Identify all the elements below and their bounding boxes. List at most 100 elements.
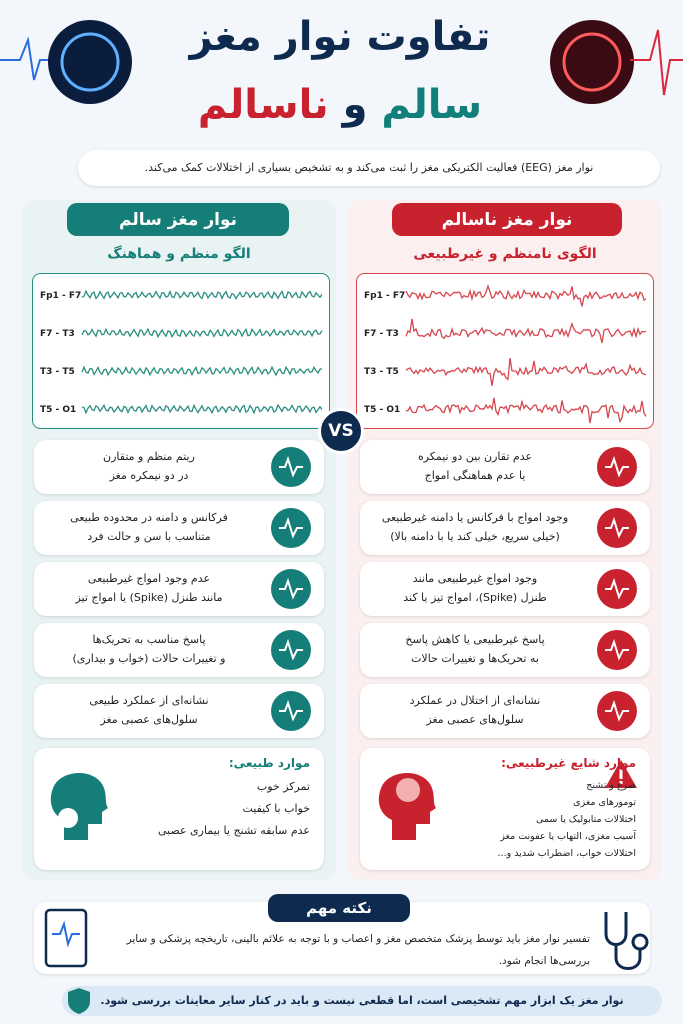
channel-label: T5 - O1 [364, 405, 400, 415]
intro: نوار مغز (EEG) فعالیت الکتریکی مغز را ثب… [78, 150, 660, 186]
icon-glyph [279, 577, 303, 600]
case-item: عدم سابقه تشنج یا بیماری عصبی [157, 824, 310, 837]
feature-card: پاسخ غیرطبیعی یا کاهش پاسخ به تحریک‌ها و … [360, 623, 650, 677]
healthy-eeg: Fp1 - F7 F7 - T3 T3 - T5 T5 - O1 [32, 273, 330, 429]
title-2: سالم و ناسالم [140, 82, 540, 128]
feature-text: عدم وجود امواج غیرطبیعی [87, 572, 211, 585]
case-item: خواب با کیفیت [242, 802, 310, 815]
vs-badge: VS [318, 408, 364, 454]
title-unhealthy: ناسالم [197, 82, 329, 128]
icon-glyph [279, 699, 303, 722]
unhealthy-title: نوار مغز ناسالم [392, 203, 622, 236]
case-item: اختلالات متابولیک یا سمی [535, 814, 636, 825]
channel-label: F7 - T3 [40, 329, 75, 339]
feature-text: نشانه‌ای از عملکرد طبیعی [89, 694, 209, 707]
feature-text: به تحریک‌ها و تغییرات حالات [411, 652, 539, 665]
feature-text: پاسخ مناسب به تحریک‌ها [92, 633, 206, 646]
feature-card: نشانه‌ای از اختلال در عملکرد سلول‌های عصب… [360, 684, 650, 738]
warning-icon [605, 760, 637, 788]
feature-card: عدم تقارن بین دو نیمکره یا عدم هماهنگی ام… [360, 440, 650, 494]
feature-card: فرکانس و دامنه در محدوده طبیعی متناسب با … [34, 501, 324, 555]
icon-glyph [605, 455, 629, 478]
case-item: اختلالات خواب، اضطراب شدید و... [497, 848, 636, 859]
feature-icon [597, 447, 637, 487]
unhealthy-head-icon [378, 772, 436, 840]
feature-text: متناسب با سن و حالت فرد [87, 530, 211, 543]
feature-icon [597, 569, 637, 609]
eeg-wave [405, 318, 647, 344]
channel-label: F7 - T3 [364, 329, 399, 339]
feature-text: طنزل (Spike)، امواج تیز یا کند [403, 591, 547, 604]
channel-label: T3 - T5 [364, 367, 399, 377]
title-healthy: سالم [381, 82, 483, 128]
feature-card: پاسخ مناسب به تحریک‌ها و تغییرات حالات (خ… [34, 623, 324, 677]
feature-text: نشانه‌ای از اختلال در عملکرد [409, 694, 541, 707]
cases-title: موارد شایع غیرطبیعی: [501, 756, 636, 770]
feature-text: ریتم منظم و متقارن [103, 450, 195, 463]
feature-icon [597, 630, 637, 670]
title: تفاوت نوار مغز [189, 14, 491, 60]
eeg-wave [81, 327, 323, 339]
note-text: تفسیر نوار مغز باید توسط پزشک متخصص مغز … [126, 933, 590, 967]
case-item: تمرکز خوب [256, 780, 310, 793]
healthy-head-icon [50, 772, 108, 840]
feature-text: سلول‌های عصبی مغز [426, 713, 524, 726]
eeg-wave [405, 397, 647, 424]
channel-label: T3 - T5 [40, 367, 75, 377]
case-item: تومورهای مغزی [573, 797, 636, 808]
feature-text: یا عدم هماهنگی امواج [424, 469, 526, 482]
eeg-wave [81, 289, 323, 301]
stethoscope-icon [604, 912, 649, 970]
feature-text: عدم تقارن بین دو نیمکره [417, 450, 533, 463]
healthy-title: نوار مغز سالم [67, 203, 289, 236]
eeg-wave [81, 403, 323, 415]
eeg-wave [405, 357, 647, 386]
feature-text: سلول‌های عصبی مغز [100, 713, 198, 726]
feature-text: فرکانس و دامنه در محدوده طبیعی [70, 511, 228, 524]
feature-text: پاسخ غیرطبیعی یا کاهش پاسخ [405, 633, 545, 646]
unhealthy-subtitle: الگوی نامنظم و غیرطبیعی [413, 246, 597, 262]
feature-text: مانند طنزل (Spike) یا امواج تیز [75, 591, 223, 604]
note-title: نکته مهم [268, 894, 410, 922]
feature-icon [271, 447, 311, 487]
feature-card: نشانه‌ای از عملکرد طبیعی سلول‌های عصبی مغ… [34, 684, 324, 738]
feature-card: وجود امواج غیرطبیعی مانند طنزل (Spike)، ا… [360, 562, 650, 616]
feature-card: عدم وجود امواج غیرطبیعی مانند طنزل (Spike… [34, 562, 324, 616]
feature-text: وجود امواج غیرطبیعی مانند [412, 572, 538, 585]
case-item: صرع و تشنج [586, 780, 636, 791]
eeg-wave [405, 284, 647, 307]
icon-glyph [279, 638, 303, 661]
feature-icon [271, 630, 311, 670]
clipboard-icon [44, 908, 88, 968]
case-item: آسیب مغزی، التهاب یا عفونت مغز [500, 831, 636, 842]
feature-text: وجود امواج با فرکانس یا دامنه غیرطبیعی [381, 511, 569, 524]
feature-icon [271, 569, 311, 609]
feature-text: در دو نیمکره مغز [109, 469, 189, 482]
eeg-wave [81, 365, 323, 377]
healthy-subtitle: الگو منظم و هماهنگ [107, 246, 251, 262]
feature-icon [597, 691, 637, 731]
channel-label: T5 - O1 [40, 405, 76, 415]
feature-icon [271, 691, 311, 731]
icon-glyph [605, 516, 629, 539]
feature-icon [597, 508, 637, 548]
icon-glyph [279, 455, 303, 478]
feature-text: (خیلی سریع، خیلی کند یا با دامنه بالا) [390, 530, 560, 543]
cases-title: موارد طبیعی: [228, 756, 310, 770]
shield-icon [68, 988, 90, 1014]
feature-text: و تغییرات حالات (خواب و بیداری) [72, 652, 226, 665]
feature-icon [271, 508, 311, 548]
channel-label: Fp1 - F7 [40, 291, 81, 301]
icon-glyph [279, 516, 303, 539]
channel-label: Fp1 - F7 [364, 291, 405, 301]
unhealthy-eeg: Fp1 - F7 F7 - T3 T3 - T5 T5 - O1 [356, 273, 654, 429]
icon-glyph [605, 577, 629, 600]
footer: نوار مغز یک ابزار مهم تشخیصی است، اما قط… [62, 986, 662, 1016]
header-art [0, 20, 683, 104]
feature-card: وجود امواج با فرکانس یا دامنه غیرطبیعی (خ… [360, 501, 650, 555]
feature-card: ریتم منظم و متقارن در دو نیمکره مغز [34, 440, 324, 494]
title-and: و [342, 82, 368, 128]
icon-glyph [605, 638, 629, 661]
icon-glyph [605, 699, 629, 722]
